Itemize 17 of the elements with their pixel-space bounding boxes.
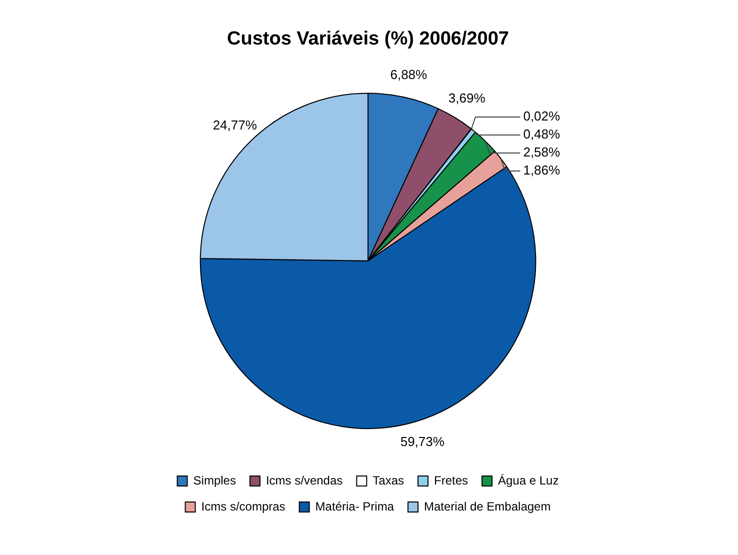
- data-label: 0,48%: [523, 126, 561, 142]
- legend-label: Água e Luz: [498, 473, 559, 488]
- legend-label: Simples: [193, 473, 236, 488]
- chart-title: Custos Variáveis (%) 2006/2007: [226, 28, 510, 50]
- legend-label: Material de Embalagem: [424, 499, 551, 514]
- legend-label: Icms s/compras: [201, 499, 286, 514]
- data-label: 3,69%: [448, 90, 486, 106]
- data-label: 59,73%: [400, 434, 445, 450]
- legend-label: Fretes: [434, 473, 468, 488]
- data-label: 0,02%: [523, 108, 561, 124]
- data-label: 24,77%: [212, 117, 258, 132]
- data-label: 2,58%: [523, 144, 561, 160]
- data-label: 6,88%: [390, 67, 428, 82]
- legend-label: Taxas: [372, 473, 404, 488]
- data-label: 1,86%: [523, 162, 561, 178]
- legend-label: Icms s/vendas: [266, 473, 343, 488]
- legend-label: Matéria- Prima: [315, 499, 394, 514]
